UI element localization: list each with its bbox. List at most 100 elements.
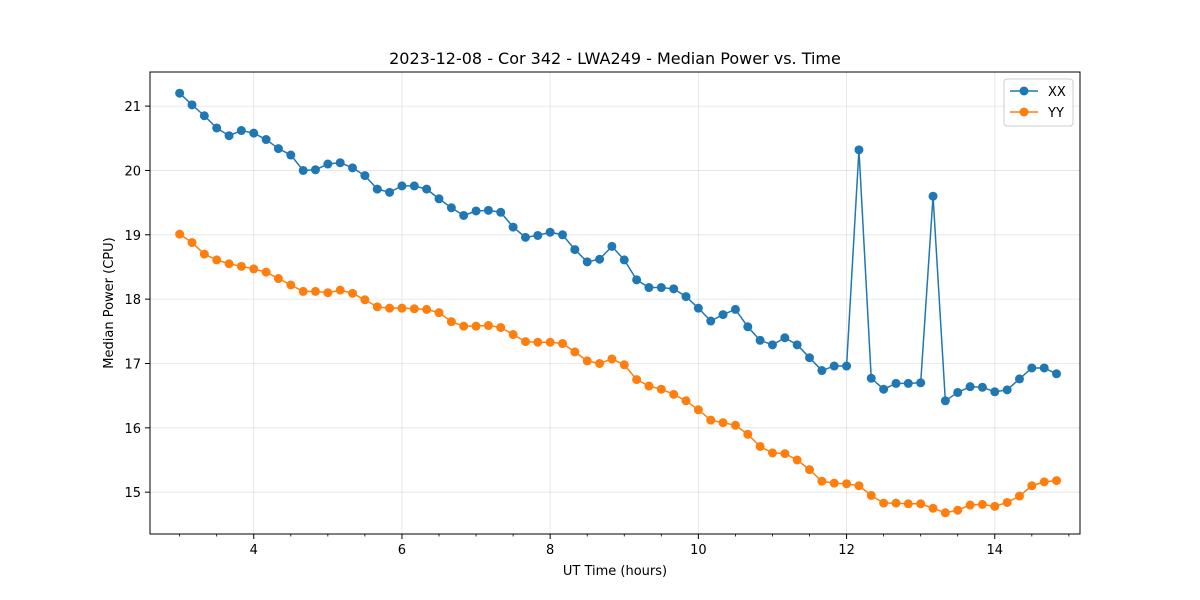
- data-point-xx: [236, 126, 246, 136]
- data-point-yy: [965, 500, 975, 510]
- data-point-xx: [743, 322, 753, 332]
- data-point-yy: [224, 259, 234, 269]
- data-point-yy: [335, 285, 345, 295]
- data-point-yy: [1039, 477, 1049, 487]
- data-point-xx: [866, 373, 876, 383]
- data-point-xx: [718, 310, 728, 320]
- data-point-yy: [310, 286, 320, 296]
- data-point-yy: [706, 415, 716, 425]
- data-point-yy: [434, 308, 444, 318]
- data-point-xx: [632, 275, 642, 285]
- data-point-yy: [175, 229, 185, 239]
- data-point-xx: [261, 135, 271, 145]
- x-tick-label: 12: [838, 543, 855, 558]
- data-point-yy: [372, 302, 382, 312]
- data-point-yy: [582, 356, 592, 366]
- y-axis-label: Median Power (CPU): [102, 237, 117, 368]
- data-point-yy: [607, 354, 617, 364]
- data-point-xx: [928, 191, 938, 201]
- data-point-xx: [323, 159, 333, 169]
- data-point-xx: [533, 230, 543, 240]
- data-point-yy: [891, 498, 901, 508]
- data-point-yy: [1027, 481, 1037, 491]
- data-point-xx: [199, 111, 209, 121]
- data-point-xx: [990, 387, 1000, 397]
- data-point-xx: [582, 257, 592, 267]
- data-point-yy: [928, 503, 938, 513]
- data-point-yy: [990, 501, 1000, 511]
- data-point-xx: [916, 378, 926, 388]
- data-point-xx: [360, 171, 370, 181]
- data-point-yy: [409, 304, 419, 314]
- x-tick-label: 6: [398, 543, 406, 558]
- data-point-xx: [607, 241, 617, 251]
- data-point-xx: [175, 88, 185, 98]
- data-point-xx: [397, 181, 407, 191]
- data-point-yy: [1052, 476, 1062, 486]
- legend-marker-xx: [1019, 86, 1029, 96]
- data-point-xx: [977, 382, 987, 392]
- data-point-yy: [619, 360, 629, 370]
- x-tick-label: 8: [546, 543, 554, 558]
- data-point-xx: [842, 361, 852, 371]
- data-point-xx: [755, 335, 765, 345]
- data-point-yy: [767, 448, 777, 458]
- data-point-yy: [508, 330, 518, 340]
- data-point-yy: [879, 498, 889, 508]
- data-point-xx: [310, 165, 320, 175]
- data-point-yy: [496, 322, 506, 332]
- data-point-xx: [434, 194, 444, 204]
- data-point-yy: [446, 317, 456, 327]
- data-point-yy: [940, 508, 950, 518]
- data-point-xx: [953, 387, 963, 397]
- series-xx: [175, 88, 1062, 406]
- data-point-xx: [348, 163, 358, 173]
- data-point-xx: [730, 304, 740, 314]
- data-point-yy: [681, 396, 691, 406]
- data-point-xx: [422, 184, 432, 194]
- data-point-yy: [471, 321, 481, 331]
- data-point-yy: [669, 389, 679, 399]
- data-point-yy: [644, 381, 654, 391]
- data-point-yy: [916, 499, 926, 509]
- data-point-yy: [977, 499, 987, 509]
- grid: [150, 72, 1080, 534]
- data-point-yy: [187, 238, 197, 248]
- data-point-yy: [1002, 497, 1012, 507]
- y-tick-label: 18: [124, 293, 141, 308]
- data-point-yy: [249, 264, 259, 274]
- data-point-xx: [965, 382, 975, 392]
- data-point-xx: [545, 227, 555, 237]
- data-point-yy: [854, 481, 864, 491]
- chart-title: 2023-12-08 - Cor 342 - LWA249 - Median P…: [389, 49, 841, 68]
- data-point-xx: [459, 210, 469, 220]
- data-point-xx: [829, 361, 839, 371]
- data-point-xx: [471, 206, 481, 216]
- data-point-yy: [323, 288, 333, 298]
- data-point-yy: [422, 304, 432, 314]
- data-point-yy: [755, 441, 765, 451]
- data-point-xx: [273, 144, 283, 154]
- y-tick-label: 21: [124, 100, 141, 115]
- plot-series: [175, 88, 1062, 518]
- data-point-yy: [780, 449, 790, 459]
- data-point-xx: [805, 353, 815, 363]
- data-point-xx: [409, 181, 419, 191]
- data-point-xx: [619, 255, 629, 265]
- data-point-yy: [953, 505, 963, 515]
- data-point-xx: [1014, 374, 1024, 384]
- data-point-yy: [817, 476, 827, 486]
- data-point-yy: [656, 384, 666, 394]
- data-point-xx: [558, 230, 568, 240]
- data-point-xx: [693, 303, 703, 313]
- data-point-xx: [1002, 385, 1012, 395]
- data-point-yy: [718, 418, 728, 428]
- data-point-xx: [817, 366, 827, 376]
- data-point-yy: [570, 347, 580, 357]
- data-point-xx: [187, 100, 197, 110]
- data-point-xx: [879, 384, 889, 394]
- y-tick-label: 19: [124, 229, 141, 244]
- data-point-yy: [595, 358, 605, 368]
- data-point-yy: [273, 274, 283, 284]
